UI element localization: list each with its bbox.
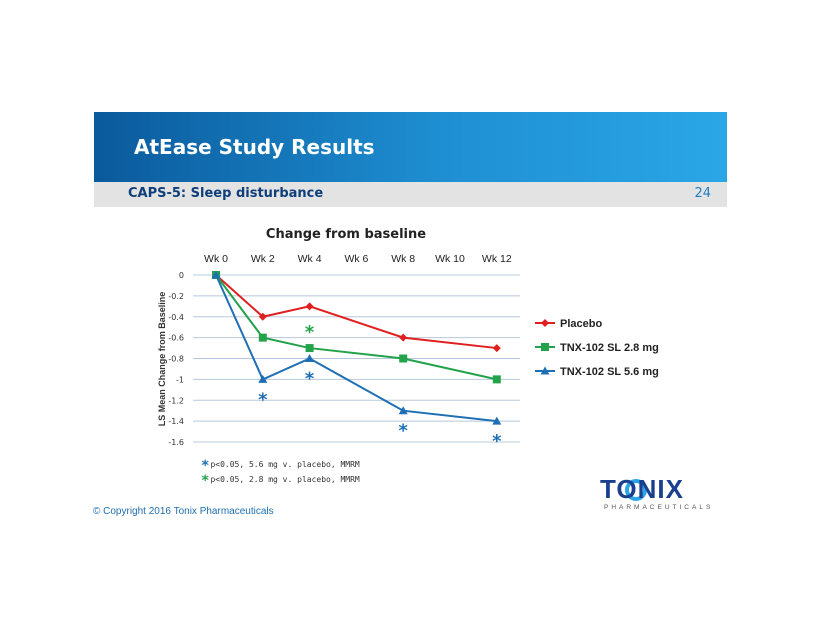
legend-marker	[540, 366, 550, 375]
significance-star: *	[491, 431, 502, 452]
slide-subtitle: CAPS-5: Sleep disturbance	[128, 186, 324, 201]
x-tick-label: Wk 12	[482, 253, 512, 265]
y-tick-label: -0.6	[168, 334, 184, 343]
x-tick-label: Wk 10	[435, 253, 465, 265]
x-tick-label: Wk 8	[391, 253, 415, 265]
footnote-2-8mg: *p<0.05, 2.8 mg v. placebo, MMRM	[201, 473, 360, 489]
significance-star: *	[257, 389, 268, 410]
y-tick-label: -0.4	[168, 313, 184, 322]
y-tick-label: -1.6	[168, 438, 184, 447]
subtitle-bar: CAPS-5: Sleep disturbance 24	[94, 182, 727, 207]
logo-subtext: PHARMACEUTICALS	[604, 504, 714, 511]
legend-label: Placebo	[560, 318, 602, 330]
significance-star: *	[304, 322, 315, 343]
tonix-logo: TONIX PHARMACEUTICALS	[600, 474, 712, 514]
slide-title: AtEase Study Results	[134, 135, 375, 159]
y-tick-label: -0.8	[168, 355, 184, 364]
data-point	[492, 416, 502, 425]
legend-label: TNX-102 SL 5.6 mg	[560, 366, 659, 378]
chart-title: Change from baseline	[266, 227, 426, 242]
y-tick-label: 0	[179, 271, 184, 280]
data-point	[258, 333, 267, 342]
legend-label: TNX-102 SL 2.8 mg	[560, 342, 659, 354]
logo-ring-icon	[625, 479, 647, 501]
footnote-text-2-8mg: p<0.05, 2.8 mg v. placebo, MMRM	[210, 475, 360, 484]
data-point	[258, 374, 268, 383]
data-point	[305, 302, 314, 311]
series-line	[215, 274, 498, 381]
title-banner: AtEase Study Results	[94, 112, 727, 182]
legend-marker	[541, 319, 549, 327]
legend-marker	[541, 343, 549, 351]
y-tick-label: -0.2	[168, 292, 184, 301]
x-tick-label: Wk 4	[298, 253, 322, 265]
x-tick-label: Wk 0	[204, 253, 228, 265]
data-point	[305, 344, 314, 353]
data-point	[398, 406, 408, 415]
data-point	[492, 375, 501, 384]
footnote-star-blue: *	[201, 458, 210, 474]
data-point	[492, 344, 501, 353]
footnote-text-5-6mg: p<0.05, 5.6 mg v. placebo, MMRM	[210, 460, 360, 469]
y-tick-label: -1	[176, 375, 184, 384]
y-axis-label: LS Mean Change from Baseline	[157, 292, 167, 427]
data-point	[305, 354, 315, 362]
y-tick-label: -1.4	[168, 417, 184, 426]
y-tick-label: -1.2	[168, 396, 184, 405]
logo-wordmark: TONIX	[600, 474, 684, 504]
x-tick-label: Wk 2	[251, 253, 275, 265]
data-point	[258, 312, 267, 321]
page-number: 24	[694, 186, 711, 201]
data-point	[399, 354, 408, 363]
series-line	[215, 274, 497, 350]
significance-star: *	[304, 369, 315, 390]
footnote-5-6mg: *p<0.05, 5.6 mg v. placebo, MMRM	[201, 458, 360, 474]
x-tick-label: Wk 6	[344, 253, 368, 265]
data-point	[211, 270, 221, 279]
copyright-text: © Copyright 2016 Tonix Pharmaceuticals	[93, 506, 274, 517]
data-point	[399, 333, 408, 342]
significance-star: *	[398, 421, 409, 442]
footnote-star-green: *	[201, 473, 210, 489]
